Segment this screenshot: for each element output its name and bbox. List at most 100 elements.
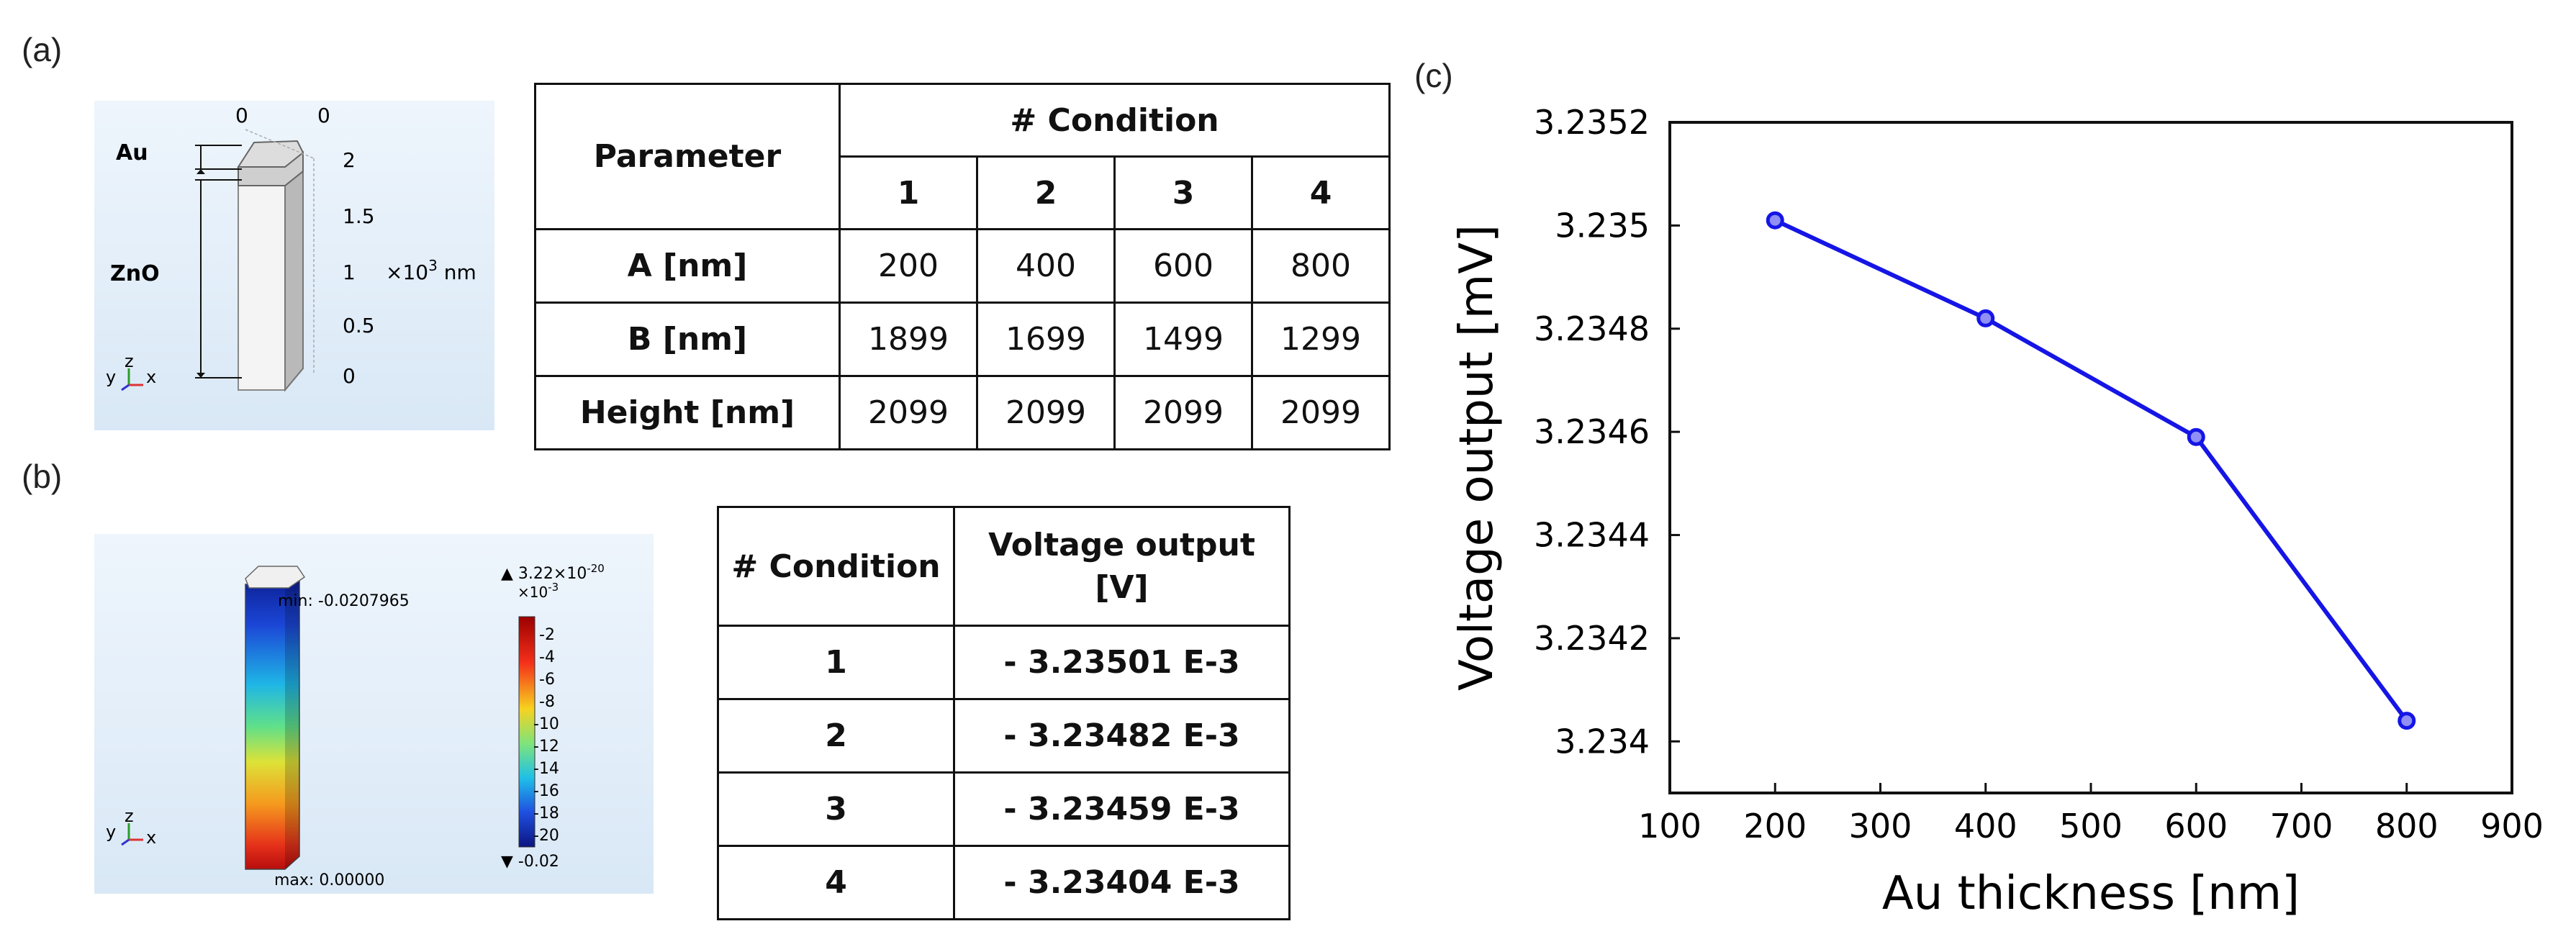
x-tick-label: 500	[2059, 807, 2123, 846]
table-cell: 600	[1113, 228, 1253, 304]
triad-y: y	[106, 822, 116, 842]
condition-cell: 1	[717, 625, 955, 700]
y-tick-label: 3.235	[1555, 206, 1650, 245]
panel-label-b: (b)	[22, 458, 63, 495]
axis-tick: 0	[343, 364, 356, 388]
y-tick-label: 3.234	[1555, 722, 1650, 761]
au-label: Au	[116, 140, 148, 166]
colorbar	[518, 616, 535, 848]
parameter-header: Parameter	[534, 83, 841, 230]
voltage-header-line2: [V]	[1095, 569, 1149, 606]
max-label: max: 0.00000	[274, 871, 384, 889]
colorbar-tick: -16	[533, 782, 559, 800]
table-row: 2 - 3.23482 E-3	[717, 698, 1291, 774]
voltage-cell: - 3.23482 E-3	[953, 698, 1291, 774]
x-axis-label: Au thickness [nm]	[1882, 867, 2300, 920]
colorbar-tick: -18	[533, 804, 559, 822]
condition-number: 4	[1251, 155, 1391, 230]
voltage-cell: - 3.23501 E-3	[953, 625, 1291, 700]
x-tick-label: 700	[2270, 807, 2333, 846]
data-point	[2398, 712, 2416, 730]
y-tick-label: 3.2346	[1534, 412, 1650, 451]
colorbar-tick: -20	[533, 827, 559, 845]
voltage-header-line1: Voltage output	[988, 527, 1255, 563]
axis-unit: ×103 nm	[386, 257, 476, 284]
x-tick-label: 400	[1954, 807, 2017, 846]
min-label: min: -0.0207965	[278, 592, 410, 610]
triad-x: x	[146, 828, 156, 848]
colorbar-tick: -12	[533, 738, 559, 756]
top-tick-1: 0	[317, 104, 330, 127]
table-row: A [nm] 200 400 600 800	[534, 228, 1391, 304]
table-cell: 400	[976, 228, 1116, 304]
condition-number: 2	[976, 155, 1116, 230]
colorbar-tick: -8	[539, 693, 555, 711]
triad-x: x	[146, 367, 156, 387]
triad-y-axis	[121, 838, 130, 846]
voltage-distribution-drawing: min: -0.0207965 max: 0.00000 ▲ 3.22×10-2…	[106, 562, 605, 889]
row-label: A [nm]	[534, 228, 841, 304]
colorbar-top-label: ▲ 3.22×10-20	[501, 562, 605, 583]
voltage-cell: - 3.23459 E-3	[953, 771, 1291, 847]
y-axis-label: Voltage output [mV]	[1450, 225, 1504, 691]
table-cell: 2099	[976, 375, 1116, 450]
voltage-cell: - 3.23404 E-3	[953, 845, 1291, 920]
colorbar-tick: -2	[539, 626, 555, 644]
voltage-table: # Condition Voltage output [V] 1 - 3.235…	[717, 506, 1291, 920]
panel-label-a: (a)	[22, 31, 63, 68]
triad-z: z	[125, 351, 134, 371]
triad-y: y	[106, 367, 116, 387]
colorbar-scale: ×10-3	[518, 581, 559, 601]
x-tick-label: 300	[1849, 807, 1912, 846]
table-row: B [nm] 1899 1699 1499 1299	[534, 302, 1391, 377]
table-cell: 1899	[839, 302, 978, 377]
y-tick-label: 3.2344	[1534, 516, 1650, 555]
condition-cell: 4	[717, 845, 955, 920]
series-line	[1773, 218, 2409, 722]
colorbar-tick: -6	[539, 671, 555, 689]
condition-number: 3	[1113, 155, 1253, 230]
x-tick-label: 800	[2375, 807, 2439, 846]
data-point	[1976, 309, 1995, 327]
table-cell: 1299	[1251, 302, 1391, 377]
x-tick-label: 600	[2164, 807, 2228, 846]
table-cell: 1699	[976, 302, 1116, 377]
colorbar-bottom-label: ▼ -0.02	[501, 853, 559, 871]
voltage-header: Voltage output [V]	[953, 506, 1291, 627]
row-label: Height [nm]	[534, 375, 841, 450]
x-tick-label: 200	[1743, 807, 1807, 846]
zno-label: ZnO	[110, 261, 160, 286]
table-cell: 2099	[839, 375, 978, 450]
axis-tick: 2	[343, 148, 356, 172]
y-tick-label: 3.2352	[1534, 103, 1650, 142]
table-row: 4 - 3.23404 E-3	[717, 845, 1291, 920]
colorbar-tick: -4	[539, 648, 555, 666]
top-tick-0: 0	[235, 104, 248, 127]
triad-z: z	[125, 806, 134, 826]
nanorod-geometry-image: Au ZnO 0 0 2 1.5 1 0.5 0 ×103 nm y z x	[94, 101, 494, 430]
voltage-distribution-image: min: -0.0207965 max: 0.00000 ▲ 3.22×10-2…	[94, 534, 654, 894]
table-cell: 800	[1251, 228, 1391, 304]
data-point	[1766, 211, 1784, 230]
condition-header: # Condition	[717, 506, 955, 627]
voltage-vs-thickness-chart: 100 200 300 400 500 600 700 800 900 3.234 3.2342 3.…	[1450, 103, 2544, 920]
row-label: B [nm]	[534, 302, 841, 377]
panel-label-c: (c)	[1414, 57, 1453, 94]
table-row: 1 - 3.23501 E-3	[717, 625, 1291, 700]
y-tick-label: 3.2342	[1534, 619, 1650, 658]
condition-cell: 2	[717, 698, 955, 774]
table-cell: 200	[839, 228, 978, 304]
x-tick-label: 100	[1638, 807, 1701, 846]
axis-tick: 1.5	[343, 204, 375, 228]
triad-y-axis	[121, 384, 130, 391]
nanorod-geometry-drawing: Au ZnO 0 0 2 1.5 1 0.5 0 ×103 nm y z x	[106, 104, 476, 392]
colorbar-tick: -10	[533, 715, 559, 733]
table-cell: 2099	[1251, 375, 1391, 450]
y-tick-label: 3.2348	[1534, 309, 1650, 348]
colorbar-tick: -14	[533, 760, 559, 778]
axis-tick: 0.5	[343, 314, 375, 337]
axis-tick: 1	[343, 260, 356, 284]
condition-cell: 3	[717, 771, 955, 847]
table-cell: 2099	[1113, 375, 1253, 450]
table-row: Height [nm] 2099 2099 2099 2099	[534, 375, 1391, 450]
